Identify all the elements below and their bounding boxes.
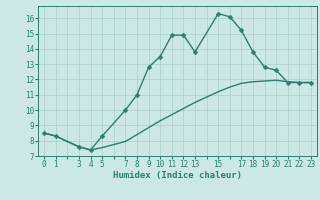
X-axis label: Humidex (Indice chaleur): Humidex (Indice chaleur) <box>113 171 242 180</box>
